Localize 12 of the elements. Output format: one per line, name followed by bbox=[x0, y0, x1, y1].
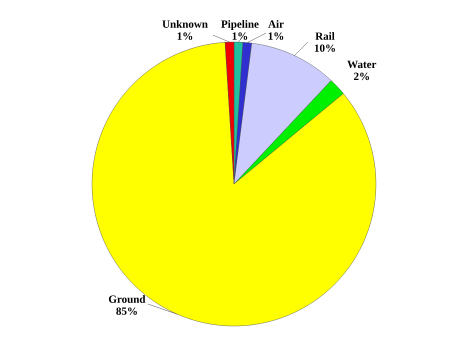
slice-label: Unknown bbox=[162, 20, 208, 28]
slice-label: Pipeline bbox=[221, 20, 259, 30]
data-label: 10% bbox=[314, 44, 335, 52]
slice-label: Ground bbox=[108, 295, 146, 303]
data-label: 1% bbox=[268, 32, 284, 40]
data-label: 1% bbox=[178, 32, 192, 40]
data-label: 2% bbox=[354, 72, 369, 80]
data-label: 85% bbox=[116, 307, 137, 315]
slice-label: Rail bbox=[315, 32, 335, 40]
data-label: 1% bbox=[232, 32, 248, 40]
slice-label: Water bbox=[347, 60, 376, 68]
slice-label: Air bbox=[268, 20, 284, 28]
